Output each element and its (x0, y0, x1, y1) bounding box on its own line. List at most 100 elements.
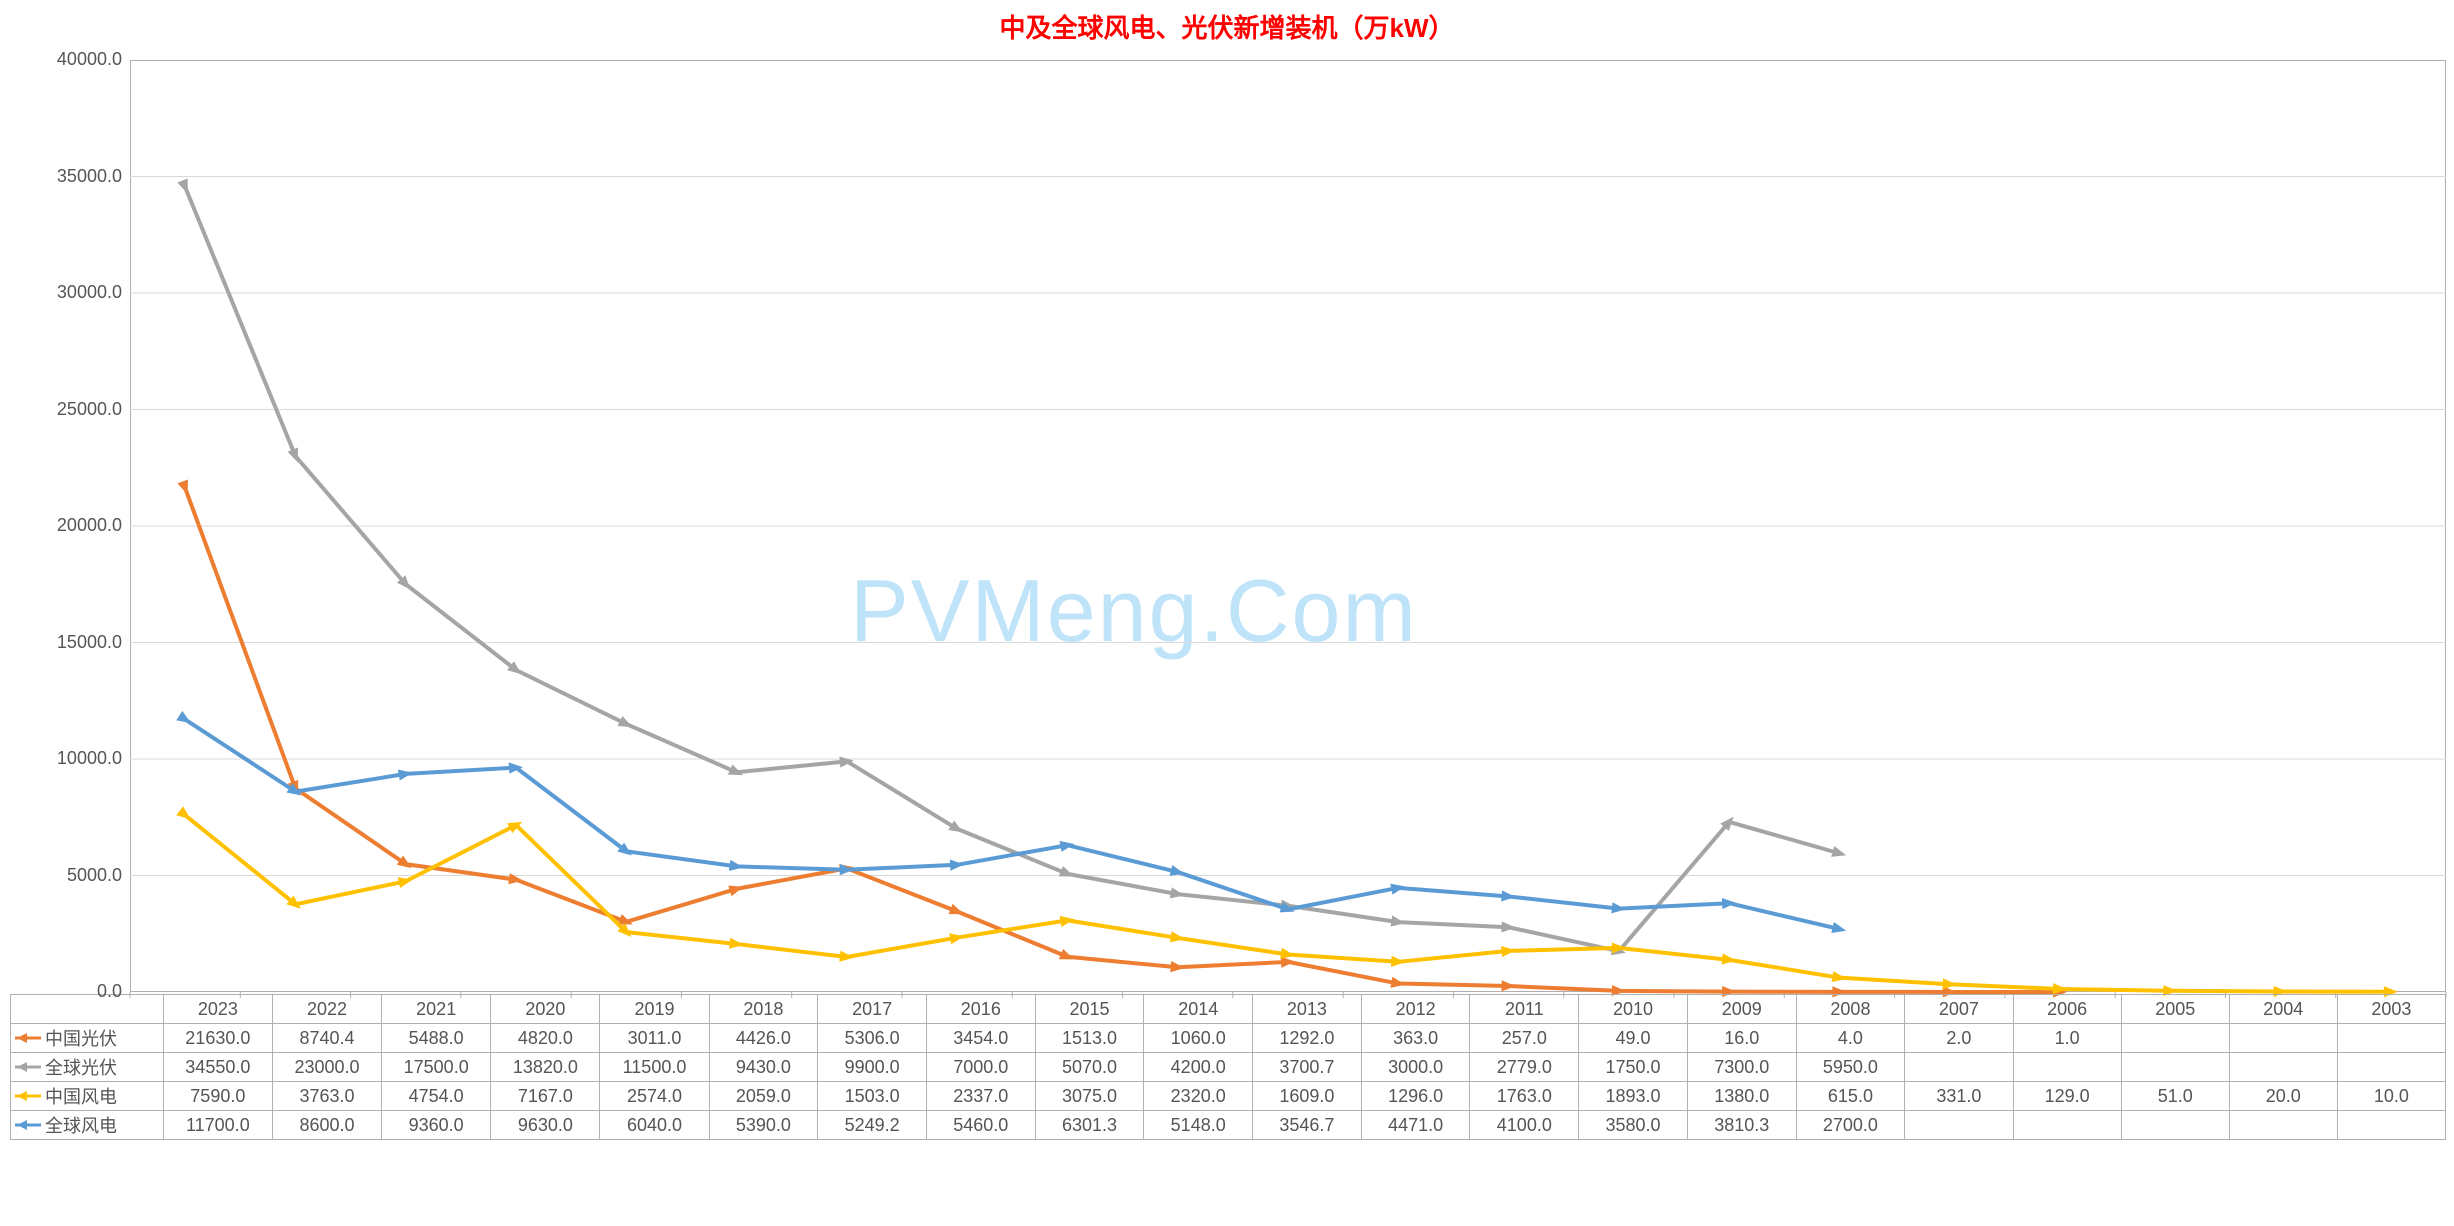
data-cell: 1763.0 (1470, 1082, 1579, 1111)
table-row: 中国光伏 21630.08740.45488.04820.03011.04426.… (11, 1024, 2446, 1053)
table-row: 中国风电7590.03763.04754.07167.02574.02059.0… (11, 1082, 2446, 1111)
y-axis-label: 20000.0 (12, 515, 122, 536)
year-header: 2010 (1579, 995, 1688, 1024)
data-cell: 2320.0 (1144, 1082, 1253, 1111)
data-cell (2121, 1053, 2229, 1082)
data-cell: 23000.0 (272, 1053, 381, 1082)
y-axis-label: 0.0 (12, 981, 122, 1002)
data-cell: 51.0 (2121, 1082, 2229, 1111)
data-cell: 4100.0 (1470, 1111, 1579, 1140)
year-header: 2009 (1687, 995, 1796, 1024)
data-cell: 3763.0 (272, 1082, 381, 1111)
data-cell: 11700.0 (163, 1111, 272, 1140)
data-cell: 21630.0 (163, 1024, 272, 1053)
data-cell: 11500.0 (600, 1053, 709, 1082)
data-cell: 4471.0 (1361, 1111, 1470, 1140)
data-cell: 2574.0 (600, 1082, 709, 1111)
chart-container: 中及全球风电、光伏新增装机（万kW） PVMeng.Com 2023202220… (0, 0, 2454, 1226)
data-cell (2229, 1111, 2337, 1140)
data-cell: 2700.0 (1796, 1111, 1905, 1140)
data-cell: 7590.0 (163, 1082, 272, 1111)
data-cell: 3011.0 (600, 1024, 709, 1053)
table-row: 全球风电11700.08600.09360.09630.06040.05390.… (11, 1111, 2446, 1140)
data-cell (2337, 1111, 2445, 1140)
data-cell: 16.0 (1687, 1024, 1796, 1053)
data-cell: 49.0 (1579, 1024, 1688, 1053)
data-cell: 17500.0 (382, 1053, 491, 1082)
year-header: 2015 (1035, 995, 1144, 1024)
data-cell: 2337.0 (926, 1082, 1035, 1111)
data-cell (2121, 1024, 2229, 1053)
data-cell: 4426.0 (709, 1024, 818, 1053)
table-row: 全球光伏34550.023000.017500.013820.011500.09… (11, 1053, 2446, 1082)
data-cell: 1609.0 (1253, 1082, 1362, 1111)
data-cell: 7300.0 (1687, 1053, 1796, 1082)
series-name-label: 中国光伏 (45, 1029, 117, 1049)
year-header: 2003 (2337, 995, 2445, 1024)
data-cell: 5306.0 (818, 1024, 927, 1053)
year-header: 2008 (1796, 995, 1905, 1024)
data-cell: 3000.0 (1361, 1053, 1470, 1082)
year-header: 2017 (818, 995, 927, 1024)
data-cell (2013, 1053, 2121, 1082)
data-cell: 3580.0 (1579, 1111, 1688, 1140)
data-cell: 2.0 (1905, 1024, 2013, 1053)
data-cell: 3700.7 (1253, 1053, 1362, 1082)
data-cell: 4200.0 (1144, 1053, 1253, 1082)
y-axis-label: 10000.0 (12, 748, 122, 769)
data-cell: 3810.3 (1687, 1111, 1796, 1140)
year-header: 2016 (926, 995, 1035, 1024)
data-cell: 1893.0 (1579, 1082, 1688, 1111)
series-name-cell: 全球光伏 (11, 1053, 164, 1082)
data-cell: 10.0 (2337, 1082, 2445, 1111)
year-header: 2006 (2013, 995, 2121, 1024)
y-axis-label: 15000.0 (12, 632, 122, 653)
legend-marker-icon (15, 1118, 41, 1132)
data-cell: 7000.0 (926, 1053, 1035, 1082)
data-cell: 5070.0 (1035, 1053, 1144, 1082)
data-cell: 5950.0 (1796, 1053, 1905, 1082)
series-name-cell: 全球风电 (11, 1111, 164, 1140)
year-header: 2021 (382, 995, 491, 1024)
series-name-label: 全球光伏 (45, 1058, 117, 1078)
year-header: 2011 (1470, 995, 1579, 1024)
y-axis-label: 5000.0 (12, 865, 122, 886)
data-cell (1905, 1053, 2013, 1082)
data-cell: 1296.0 (1361, 1082, 1470, 1111)
data-cell (2013, 1111, 2121, 1140)
data-cell: 9360.0 (382, 1111, 491, 1140)
data-cell: 1.0 (2013, 1024, 2121, 1053)
series-name-cell: 中国风电 (11, 1082, 164, 1111)
year-header: 2018 (709, 995, 818, 1024)
data-cell: 331.0 (1905, 1082, 2013, 1111)
data-cell: 9430.0 (709, 1053, 818, 1082)
data-cell: 20.0 (2229, 1082, 2337, 1111)
data-cell: 1503.0 (818, 1082, 927, 1111)
data-cell (2337, 1053, 2445, 1082)
data-cell: 4820.0 (491, 1024, 600, 1053)
data-cell: 7167.0 (491, 1082, 600, 1111)
year-header: 2014 (1144, 995, 1253, 1024)
data-cell: 6040.0 (600, 1111, 709, 1140)
data-cell: 3454.0 (926, 1024, 1035, 1053)
data-cell: 5148.0 (1144, 1111, 1253, 1140)
data-cell: 2779.0 (1470, 1053, 1579, 1082)
y-axis-label: 35000.0 (12, 166, 122, 187)
data-table: 2023202220212020201920182017201620152014… (10, 994, 2446, 1140)
data-cell: 4754.0 (382, 1082, 491, 1111)
data-cell: 129.0 (2013, 1082, 2121, 1111)
legend-marker-icon (15, 1060, 41, 1074)
data-cell: 615.0 (1796, 1082, 1905, 1111)
y-axis-label: 25000.0 (12, 399, 122, 420)
data-cell: 3075.0 (1035, 1082, 1144, 1111)
data-cell: 6301.3 (1035, 1111, 1144, 1140)
data-cell: 3546.7 (1253, 1111, 1362, 1140)
year-header: 2005 (2121, 995, 2229, 1024)
year-header: 2019 (600, 995, 709, 1024)
data-cell: 257.0 (1470, 1024, 1579, 1053)
series-name-label: 全球风电 (45, 1116, 117, 1136)
data-cell: 4.0 (1796, 1024, 1905, 1053)
data-cell: 5488.0 (382, 1024, 491, 1053)
data-cell: 8740.4 (272, 1024, 381, 1053)
data-cell: 5249.2 (818, 1111, 927, 1140)
